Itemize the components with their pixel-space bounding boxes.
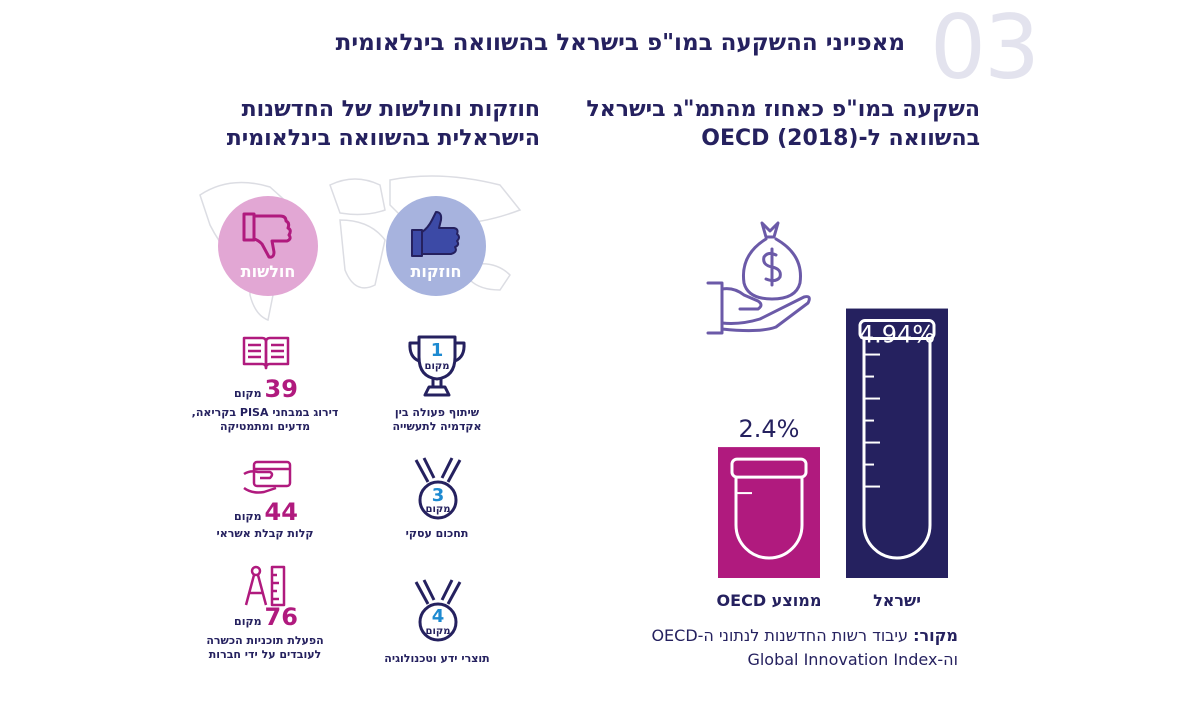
strength-caption: תוצרי ידע וטכנולוגיה xyxy=(377,652,497,666)
rank-number: 1 xyxy=(430,340,444,361)
rd-investment-bar-chart: 2.4% ממוצע OECD 4.94% ישראל xyxy=(717,308,948,610)
rank-word: מקום xyxy=(424,361,450,372)
rank-number: 44 xyxy=(264,498,298,526)
page-title: מאפייני ההשקעה במו"פ בישראל בהשוואה בינל… xyxy=(335,30,905,56)
source-label: מקור: xyxy=(913,626,958,645)
thumbs-up-icon xyxy=(411,211,460,257)
heading-line-1: חוזקות וחולשות של החדשנות xyxy=(241,97,540,122)
test-tube-outline xyxy=(862,338,932,560)
test-tube-rim xyxy=(730,457,808,479)
rank-number: 39 xyxy=(264,375,298,403)
rank-number: 3 xyxy=(431,485,445,506)
strengths-weaknesses-heading: חוזקות וחולשות של החדשנות הישראלית בהשוו… xyxy=(227,95,540,153)
strength-caption: שיתוף פעולה בין אקדמיה לתעשייה xyxy=(377,406,497,434)
weakness-caption: דירוג במבחני PISA בקריאה, מדעים ומתמטיקה xyxy=(185,406,345,434)
caption-line: דירוג במבחני PISA בקריאה, xyxy=(191,406,339,419)
category-label: ישראל xyxy=(873,591,921,610)
bars-layer: 2.4% ממוצע OECD 4.94% ישראל xyxy=(717,308,948,610)
value-label: 2.4% xyxy=(739,415,800,443)
heading-line-2: בהשוואה ל-OECD (2018) xyxy=(701,126,980,151)
bar xyxy=(846,308,948,578)
strengths-circle: חוזקות xyxy=(386,196,486,296)
weakness-caption: קלות קבלת אשראי xyxy=(185,527,345,541)
heading-line-2: הישראלית בהשוואה בינלאומית xyxy=(226,126,540,151)
caption-line: אקדמיה לתעשייה xyxy=(392,420,482,433)
source-note: מקור: עיבוד רשות החדשנות לנתוני ה-OECD ו… xyxy=(651,624,958,672)
source-line-1: מקור: עיבוד רשות החדשנות לנתוני ה-OECD xyxy=(651,624,958,648)
weakness-rank: 76 מקום xyxy=(200,605,332,629)
weakness-rank: 39 מקום xyxy=(200,377,332,401)
medal-icon xyxy=(414,457,462,520)
money-bag-hand-icon xyxy=(706,221,811,335)
rank-number: 76 xyxy=(264,603,298,631)
rank-word: מקום xyxy=(234,510,262,523)
source-text: עיבוד רשות החדשנות לנתוני ה-OECD xyxy=(651,626,914,645)
rank-number: 4 xyxy=(431,606,445,627)
medal-icon xyxy=(414,579,462,642)
rank-word: מקום xyxy=(425,504,451,515)
rank-word: מקום xyxy=(234,615,262,628)
caption-line: תחכום עסקי xyxy=(405,527,469,540)
thumbs-down-icon xyxy=(242,212,292,259)
rank-word: מקום xyxy=(234,387,262,400)
credit-card-icon xyxy=(243,460,292,494)
section-number: 03 xyxy=(930,0,1040,99)
source-line-2: וה-Global Innovation Index xyxy=(747,650,958,669)
category-label: ממוצע OECD xyxy=(717,591,822,610)
caption-line: הפעלת תוכניות הכשרה xyxy=(206,634,324,647)
strengths-label: חוזקות xyxy=(410,262,462,281)
test-tube-outline xyxy=(734,477,804,560)
weaknesses-label: חולשות xyxy=(240,262,296,281)
rank-word: מקום xyxy=(425,626,451,637)
chart-heading: השקעה במו"פ כאחוז מהתמ"ג בישראל בהשוואה … xyxy=(586,95,980,153)
weakness-caption: הפעלת תוכניות הכשרה לעובדים על ידי חברות xyxy=(185,634,345,662)
weakness-rank: 44 מקום xyxy=(200,500,332,524)
weaknesses-circle: חולשות xyxy=(218,196,318,296)
value-label: 4.94% xyxy=(859,321,935,349)
caption-line: תוצרי ידע וטכנולוגיה xyxy=(384,652,490,665)
test-tube-rim xyxy=(858,319,936,341)
strength-caption: תחכום עסקי xyxy=(377,527,497,541)
caption-line: קלות קבלת אשראי xyxy=(216,527,314,540)
drafting-tools-icon xyxy=(244,565,286,607)
book-icon xyxy=(242,336,290,370)
caption-line: שיתוף פעולה בין xyxy=(394,406,480,419)
caption-line: לעובדים על ידי חברות xyxy=(208,648,322,661)
heading-line-1: השקעה במו"פ כאחוז מהתמ"ג בישראל xyxy=(586,97,980,122)
caption-line: מדעים ומתמטיקה xyxy=(219,420,311,433)
trophy-icon xyxy=(408,335,466,397)
